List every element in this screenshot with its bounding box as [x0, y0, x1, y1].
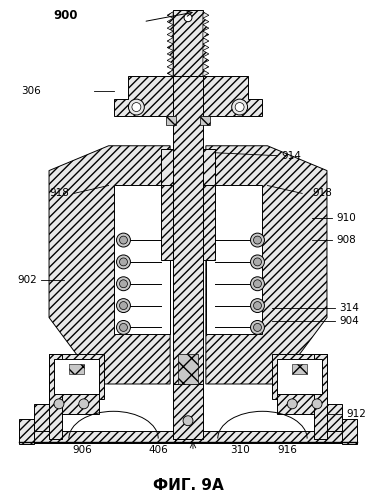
Text: 310: 310 — [230, 446, 250, 456]
Bar — [277, 394, 327, 414]
Text: 910: 910 — [336, 213, 356, 223]
Bar — [272, 354, 327, 399]
Circle shape — [251, 298, 264, 312]
Polygon shape — [203, 12, 209, 18]
Polygon shape — [113, 76, 262, 116]
Circle shape — [253, 323, 262, 331]
Text: 904: 904 — [339, 316, 359, 326]
Bar — [49, 354, 104, 399]
Circle shape — [253, 301, 262, 309]
Text: 314: 314 — [339, 302, 359, 312]
Bar — [175, 431, 344, 443]
Polygon shape — [203, 24, 209, 31]
Text: 306: 306 — [21, 86, 41, 96]
Circle shape — [312, 399, 322, 409]
Circle shape — [235, 103, 244, 111]
Bar — [178, 354, 198, 384]
Polygon shape — [167, 18, 173, 24]
Polygon shape — [206, 146, 327, 384]
Text: 908: 908 — [336, 235, 356, 245]
Bar — [342, 419, 357, 444]
Circle shape — [232, 99, 248, 115]
Text: ФИГ. 9А: ФИГ. 9А — [153, 478, 224, 493]
Polygon shape — [49, 146, 170, 384]
Bar — [161, 186, 173, 260]
Bar — [166, 116, 176, 125]
Text: 902: 902 — [17, 275, 37, 285]
Circle shape — [120, 323, 127, 331]
Circle shape — [116, 320, 130, 334]
Circle shape — [54, 399, 64, 409]
Bar — [54, 359, 99, 394]
Bar — [327, 404, 342, 434]
Text: 900: 900 — [53, 8, 78, 22]
Polygon shape — [167, 70, 173, 76]
Circle shape — [184, 14, 192, 21]
Polygon shape — [167, 57, 173, 63]
Circle shape — [120, 280, 127, 288]
Polygon shape — [203, 37, 209, 44]
Circle shape — [116, 233, 130, 247]
Circle shape — [251, 255, 264, 269]
Polygon shape — [203, 63, 209, 70]
Bar — [200, 116, 210, 125]
Bar — [69, 364, 84, 374]
Bar — [206, 186, 262, 334]
Circle shape — [253, 236, 262, 244]
Text: 918: 918 — [312, 189, 332, 199]
Circle shape — [120, 258, 127, 266]
Bar — [19, 419, 34, 444]
Polygon shape — [167, 37, 173, 44]
Polygon shape — [203, 44, 209, 50]
Text: 914: 914 — [281, 151, 301, 161]
Polygon shape — [167, 31, 173, 37]
Bar — [49, 354, 62, 439]
Bar — [173, 10, 203, 76]
Circle shape — [251, 320, 264, 334]
Bar — [34, 431, 201, 443]
Circle shape — [116, 298, 130, 312]
Circle shape — [132, 103, 141, 111]
Bar — [277, 359, 322, 394]
Bar — [203, 149, 215, 186]
Circle shape — [253, 258, 262, 266]
Circle shape — [251, 277, 264, 291]
Circle shape — [116, 255, 130, 269]
Bar — [49, 394, 99, 414]
Bar — [314, 354, 327, 439]
Circle shape — [253, 280, 262, 288]
Polygon shape — [167, 12, 173, 18]
Circle shape — [120, 236, 127, 244]
Bar — [292, 364, 307, 374]
Polygon shape — [167, 50, 173, 57]
Polygon shape — [203, 57, 209, 63]
Bar — [34, 404, 49, 434]
Text: 406: 406 — [148, 446, 168, 456]
Polygon shape — [203, 50, 209, 57]
Circle shape — [116, 277, 130, 291]
Bar — [161, 149, 173, 186]
Text: 906: 906 — [73, 446, 93, 456]
Circle shape — [183, 416, 193, 426]
Polygon shape — [203, 70, 209, 76]
Bar — [173, 76, 203, 404]
Polygon shape — [167, 24, 173, 31]
Circle shape — [120, 301, 127, 309]
Bar — [203, 186, 215, 260]
Bar — [173, 384, 203, 439]
Text: 918: 918 — [49, 189, 69, 199]
Polygon shape — [203, 18, 209, 24]
Polygon shape — [167, 44, 173, 50]
Circle shape — [251, 233, 264, 247]
Bar — [113, 186, 170, 334]
Text: 916: 916 — [277, 446, 297, 456]
Circle shape — [129, 99, 144, 115]
Text: 912: 912 — [347, 409, 367, 419]
Polygon shape — [203, 31, 209, 37]
Circle shape — [79, 399, 89, 409]
Polygon shape — [167, 63, 173, 70]
Circle shape — [287, 399, 297, 409]
